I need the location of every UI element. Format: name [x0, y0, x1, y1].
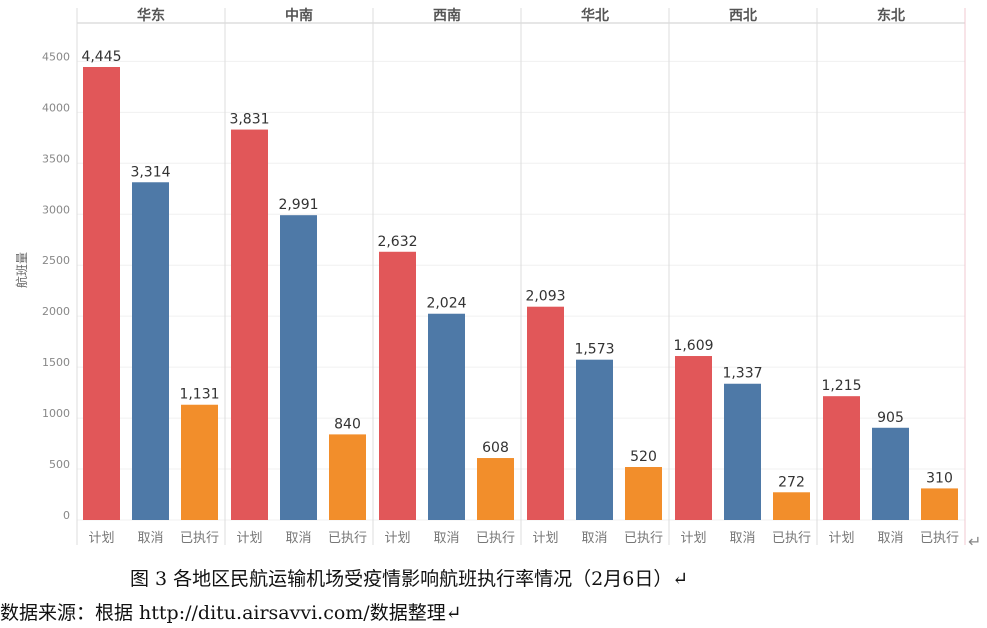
category-label: 计划 — [236, 531, 262, 546]
data-label: 272 — [778, 474, 805, 490]
category-label: 计划 — [384, 531, 410, 546]
category-label: 计划 — [680, 531, 706, 546]
bar — [921, 488, 958, 520]
category-label: 已执行 — [180, 531, 219, 546]
panel-header: 西北 — [729, 8, 757, 24]
bar — [527, 306, 564, 520]
data-label: 520 — [630, 449, 657, 465]
category-label: 取消 — [581, 531, 607, 546]
data-label: 1,131 — [179, 387, 219, 403]
data-label: 310 — [926, 470, 953, 486]
bar — [181, 404, 218, 520]
category-label: 取消 — [877, 531, 903, 546]
data-label: 2,093 — [525, 289, 565, 305]
y-tick-label: 1500 — [42, 356, 70, 369]
bar — [872, 427, 909, 520]
data-label: 3,831 — [229, 112, 269, 128]
panel-header: 东北 — [877, 7, 905, 24]
y-tick-label: 3500 — [42, 152, 70, 165]
y-tick-label: 2500 — [42, 254, 70, 267]
category-label: 已执行 — [476, 531, 515, 546]
y-tick-label: 0 — [63, 509, 70, 522]
y-tick-label: 500 — [49, 458, 70, 471]
category-label: 计划 — [532, 531, 558, 546]
category-label: 取消 — [433, 531, 459, 546]
y-tick-label: 2000 — [42, 305, 70, 318]
data-label: 1,215 — [821, 378, 861, 394]
y-axis-label: 航班量 — [14, 252, 29, 288]
panel-header: 华东 — [137, 7, 165, 24]
bar — [773, 492, 810, 520]
data-source: 数据来源：根据 http://ditu.airsavvi.com/数据整理↵ — [0, 602, 462, 624]
category-label: 已执行 — [920, 531, 959, 546]
bar — [675, 356, 712, 520]
category-label: 已执行 — [328, 531, 367, 546]
category-label: 计划 — [828, 531, 854, 546]
category-label: 取消 — [137, 531, 163, 546]
bar — [329, 434, 366, 520]
data-label: 608 — [482, 440, 509, 456]
bar — [576, 359, 613, 520]
y-tick-label: 1000 — [42, 407, 70, 420]
y-tick-label: 4000 — [42, 101, 70, 114]
bar — [83, 67, 120, 520]
bar — [625, 467, 662, 520]
data-label: 1,609 — [673, 338, 713, 354]
chart: 0 500 1000 1500 2000 2500 3000 3500 4000 4500 航班量 华… — [14, 7, 966, 546]
data-label: 905 — [877, 410, 904, 426]
paragraph-mark: ↵ — [968, 532, 982, 551]
bar — [823, 396, 860, 520]
category-label: 取消 — [285, 531, 311, 546]
category-label: 计划 — [88, 531, 114, 546]
category-label: 取消 — [729, 531, 755, 546]
category-label: 已执行 — [772, 531, 811, 546]
data-label: 1,573 — [574, 342, 614, 358]
data-label: 2,991 — [278, 197, 318, 213]
bar — [724, 383, 761, 520]
data-label: 2,632 — [377, 234, 417, 250]
category-label: 已执行 — [624, 531, 663, 546]
bar — [132, 182, 169, 521]
figure-caption: 图 3 各地区民航运输机场受疫情影响航班执行率情况（2月6日）↵ — [130, 568, 689, 590]
bar — [428, 313, 465, 520]
data-label: 1,337 — [722, 366, 762, 382]
bar — [477, 458, 514, 520]
data-label: 3,314 — [130, 164, 170, 180]
data-label: 2,024 — [426, 296, 466, 312]
panel-header: 华北 — [581, 7, 609, 24]
bar — [231, 129, 268, 520]
data-label: 4,445 — [81, 49, 121, 65]
data-label: 840 — [334, 416, 361, 432]
bar — [280, 215, 317, 520]
bar — [379, 251, 416, 521]
y-tick-label: 3000 — [42, 203, 70, 216]
y-tick-label: 4500 — [42, 50, 70, 63]
panel-header: 西南 — [433, 7, 461, 24]
panel-header: 中南 — [285, 7, 313, 24]
